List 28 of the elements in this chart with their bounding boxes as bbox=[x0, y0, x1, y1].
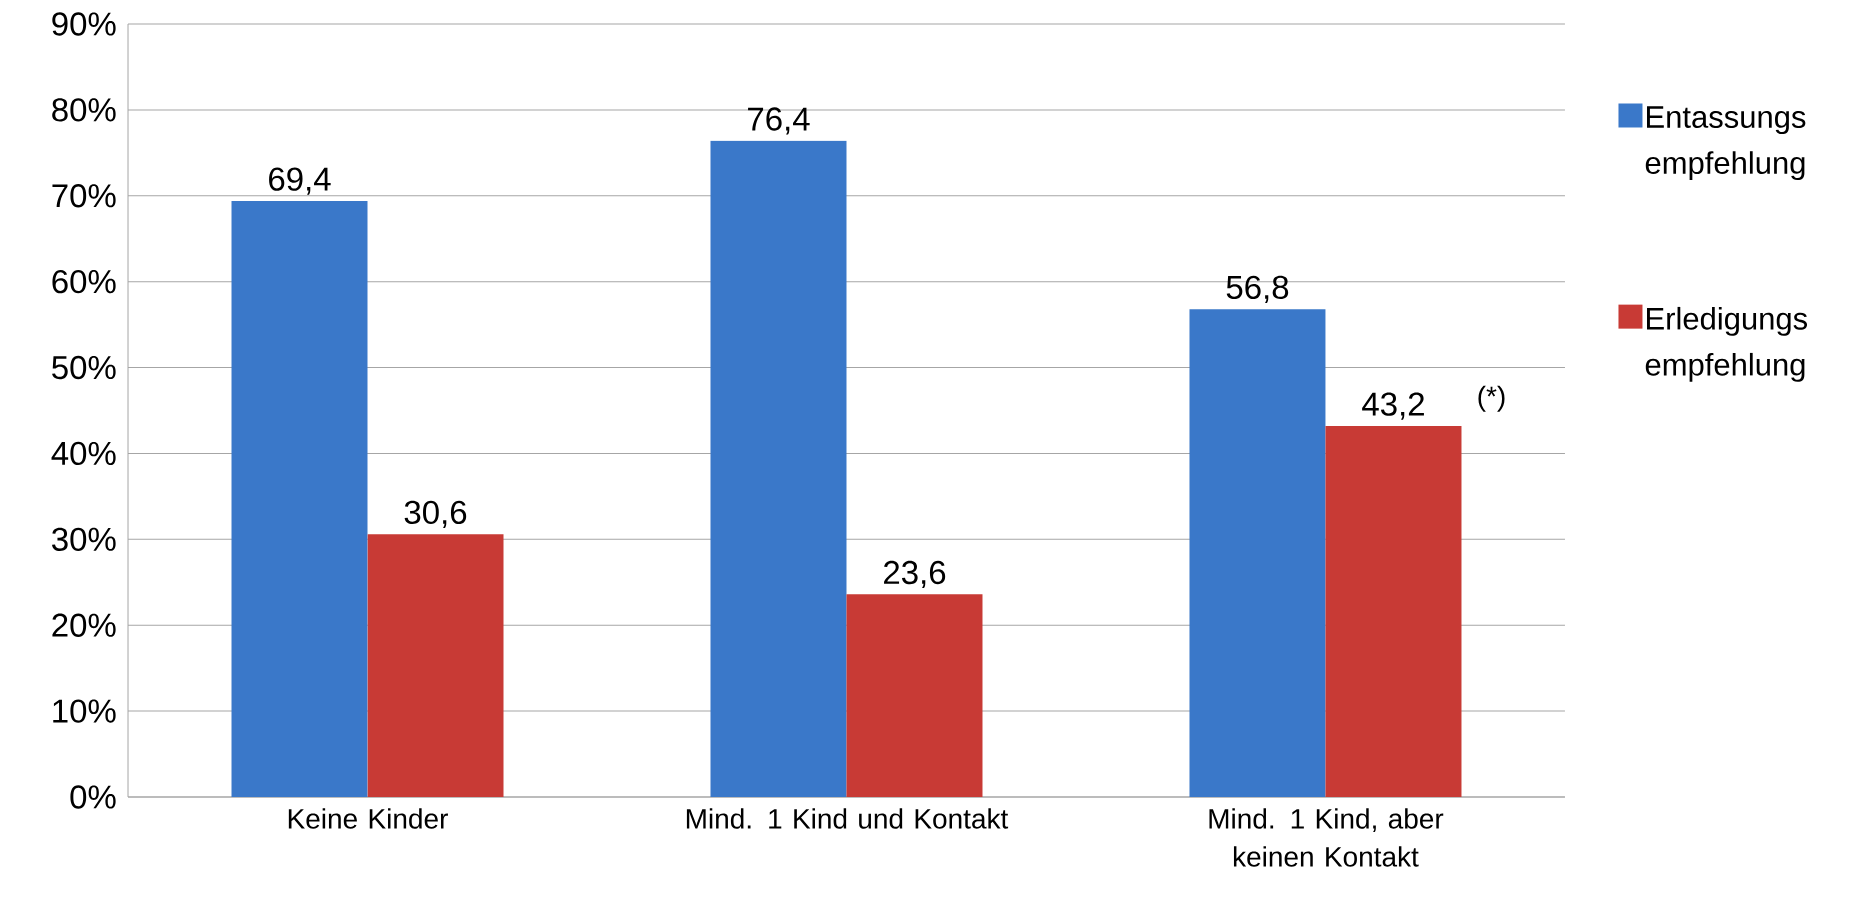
data-label: 76,4 bbox=[748, 107, 810, 135]
legend-label: Entassungs empfehlung bbox=[1645, 106, 1806, 181]
y-tick-label: 20% bbox=[52, 613, 116, 637]
bar bbox=[1189, 309, 1326, 797]
y-tick-label: 40% bbox=[51, 441, 116, 466]
x-tick-label: Keine Kinder bbox=[288, 808, 448, 829]
x-tick-label: Mind. 1 Kind und Kontakt bbox=[686, 808, 1009, 829]
bar bbox=[367, 534, 504, 797]
y-tick-label: 50% bbox=[52, 355, 116, 380]
y-tick-label: 0% bbox=[70, 785, 116, 809]
bar bbox=[1325, 425, 1462, 797]
data-label: 30,6 bbox=[404, 500, 467, 528]
x-tick-label: Mind. 1 Kind, aber keinen Kontakt bbox=[1209, 808, 1444, 867]
y-tick-label: 80% bbox=[52, 98, 116, 122]
y-tick-label: 60% bbox=[52, 269, 116, 294]
data-label: 43,2 bbox=[1362, 392, 1424, 420]
annotation: (*) bbox=[1478, 385, 1505, 412]
y-tick-label: 70% bbox=[52, 184, 116, 208]
data-label: 69,4 bbox=[269, 167, 331, 195]
y-tick-label: 90% bbox=[52, 12, 116, 36]
data-label: 56,8 bbox=[1226, 275, 1289, 303]
y-tick-label: 10% bbox=[53, 699, 116, 723]
legend-label: Erledigungs empfehlung bbox=[1645, 306, 1808, 382]
data-label: 23,6 bbox=[884, 560, 946, 589]
bar bbox=[231, 200, 368, 797]
bar bbox=[846, 594, 983, 797]
bar bbox=[710, 140, 847, 797]
y-tick-label: 30% bbox=[52, 527, 116, 552]
